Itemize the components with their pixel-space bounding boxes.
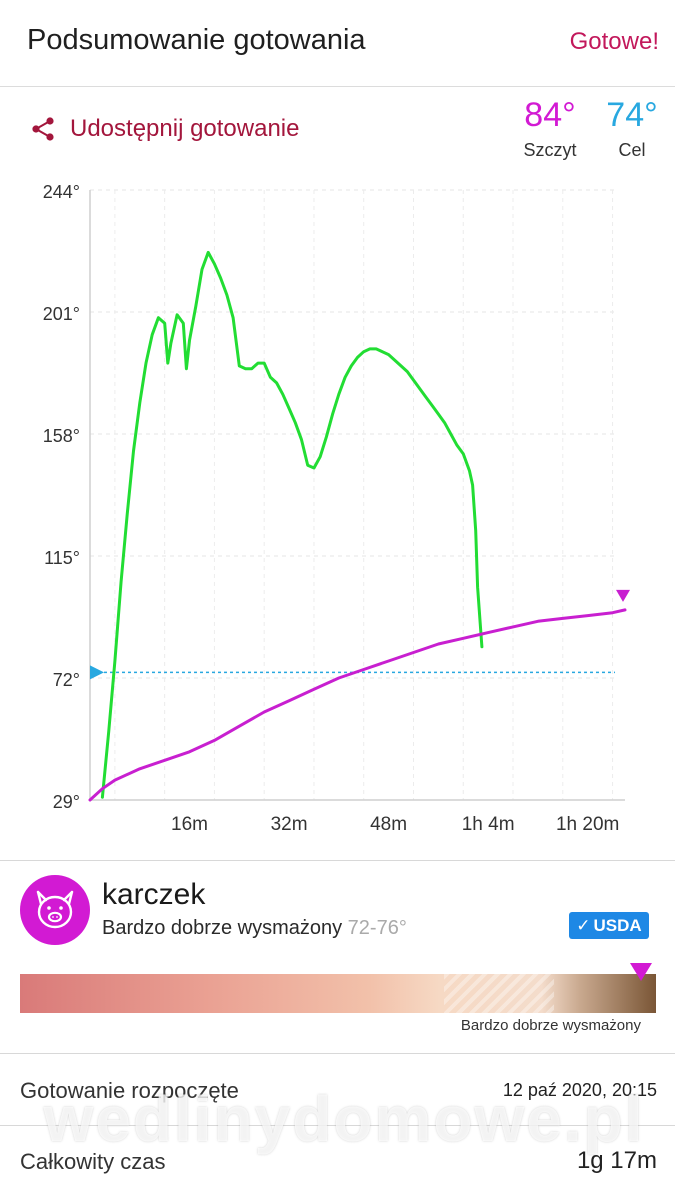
internal-temp-line xyxy=(88,608,627,802)
y-tick-label: 201° xyxy=(43,304,80,324)
target-temp-value: 74° xyxy=(606,96,658,134)
target-marker-icon xyxy=(90,665,104,680)
ambient-temp-line xyxy=(100,250,484,799)
target-zone xyxy=(444,974,554,1013)
cook-started-label: Gotowanie rozpoczęte xyxy=(20,1078,239,1103)
total-time-value: 1g 17m xyxy=(576,1147,657,1174)
peak-marker-icon xyxy=(616,589,630,602)
doneness-label: Bardzo dobrze wysmażony xyxy=(102,917,343,939)
doneness-gradient-bar xyxy=(20,974,656,1013)
peak-temp: 84° Szczyt xyxy=(508,96,592,161)
x-tick-label: 1h 4m xyxy=(462,814,515,835)
target-temp: 74° Cel xyxy=(596,96,668,161)
y-tick-label: 72° xyxy=(53,670,80,690)
divider xyxy=(0,860,675,861)
top-app-bar: Podsumowanie gotowania Gotowe! xyxy=(0,0,675,87)
total-time-row: Całkowity czas 1g 17m xyxy=(0,1143,675,1193)
y-tick-label: 244° xyxy=(43,182,80,202)
total-time-label: Całkowity czas xyxy=(20,1149,166,1174)
y-tick-label: 158° xyxy=(43,426,80,446)
pig-icon xyxy=(20,875,90,945)
cook-started-row: Gotowanie rozpoczęte 12 paź 2020, 20:15 xyxy=(0,1072,675,1122)
y-tick-label: 115° xyxy=(44,548,80,568)
share-cook-button[interactable]: Udostępnij gotowanie xyxy=(30,112,300,146)
check-icon: ✓ xyxy=(576,915,591,935)
target-temp-label: Cel xyxy=(618,140,646,160)
meat-name: karczek xyxy=(102,878,206,911)
peak-temp-label: Szczyt xyxy=(523,140,577,160)
cook-started-value: 12 paź 2020, 20:15 xyxy=(502,1080,657,1100)
x-tick-label: 16m xyxy=(171,814,208,835)
y-tick-label: 29° xyxy=(53,792,80,812)
usda-label: USDA xyxy=(593,915,642,935)
doneness-text: Bardzo dobrze wysmażony 72-76° xyxy=(102,917,407,940)
doneness-marker-icon xyxy=(630,963,652,981)
share-icon xyxy=(30,116,56,142)
share-label: Udostępnij gotowanie xyxy=(70,115,300,142)
done-button[interactable]: Gotowe! xyxy=(569,28,659,55)
divider xyxy=(0,1053,675,1054)
x-tick-label: 32m xyxy=(271,814,308,835)
peak-temp-value: 84° xyxy=(524,96,576,134)
usda-badge: ✓ USDA xyxy=(569,912,649,939)
doneness-range: 72-76° xyxy=(347,917,407,939)
page-title: Podsumowanie gotowania xyxy=(27,24,366,56)
x-tick-label: 1h 20m xyxy=(556,814,619,835)
gradient-label: Bardzo dobrze wysmażony xyxy=(460,1017,641,1034)
temperature-chart: 244° 201° 158° 115° 72° 29° 16m 32m 48m 1h 4m 1h 2… xyxy=(43,182,630,835)
x-tick-label: 48m xyxy=(370,814,407,835)
divider xyxy=(0,1125,675,1126)
